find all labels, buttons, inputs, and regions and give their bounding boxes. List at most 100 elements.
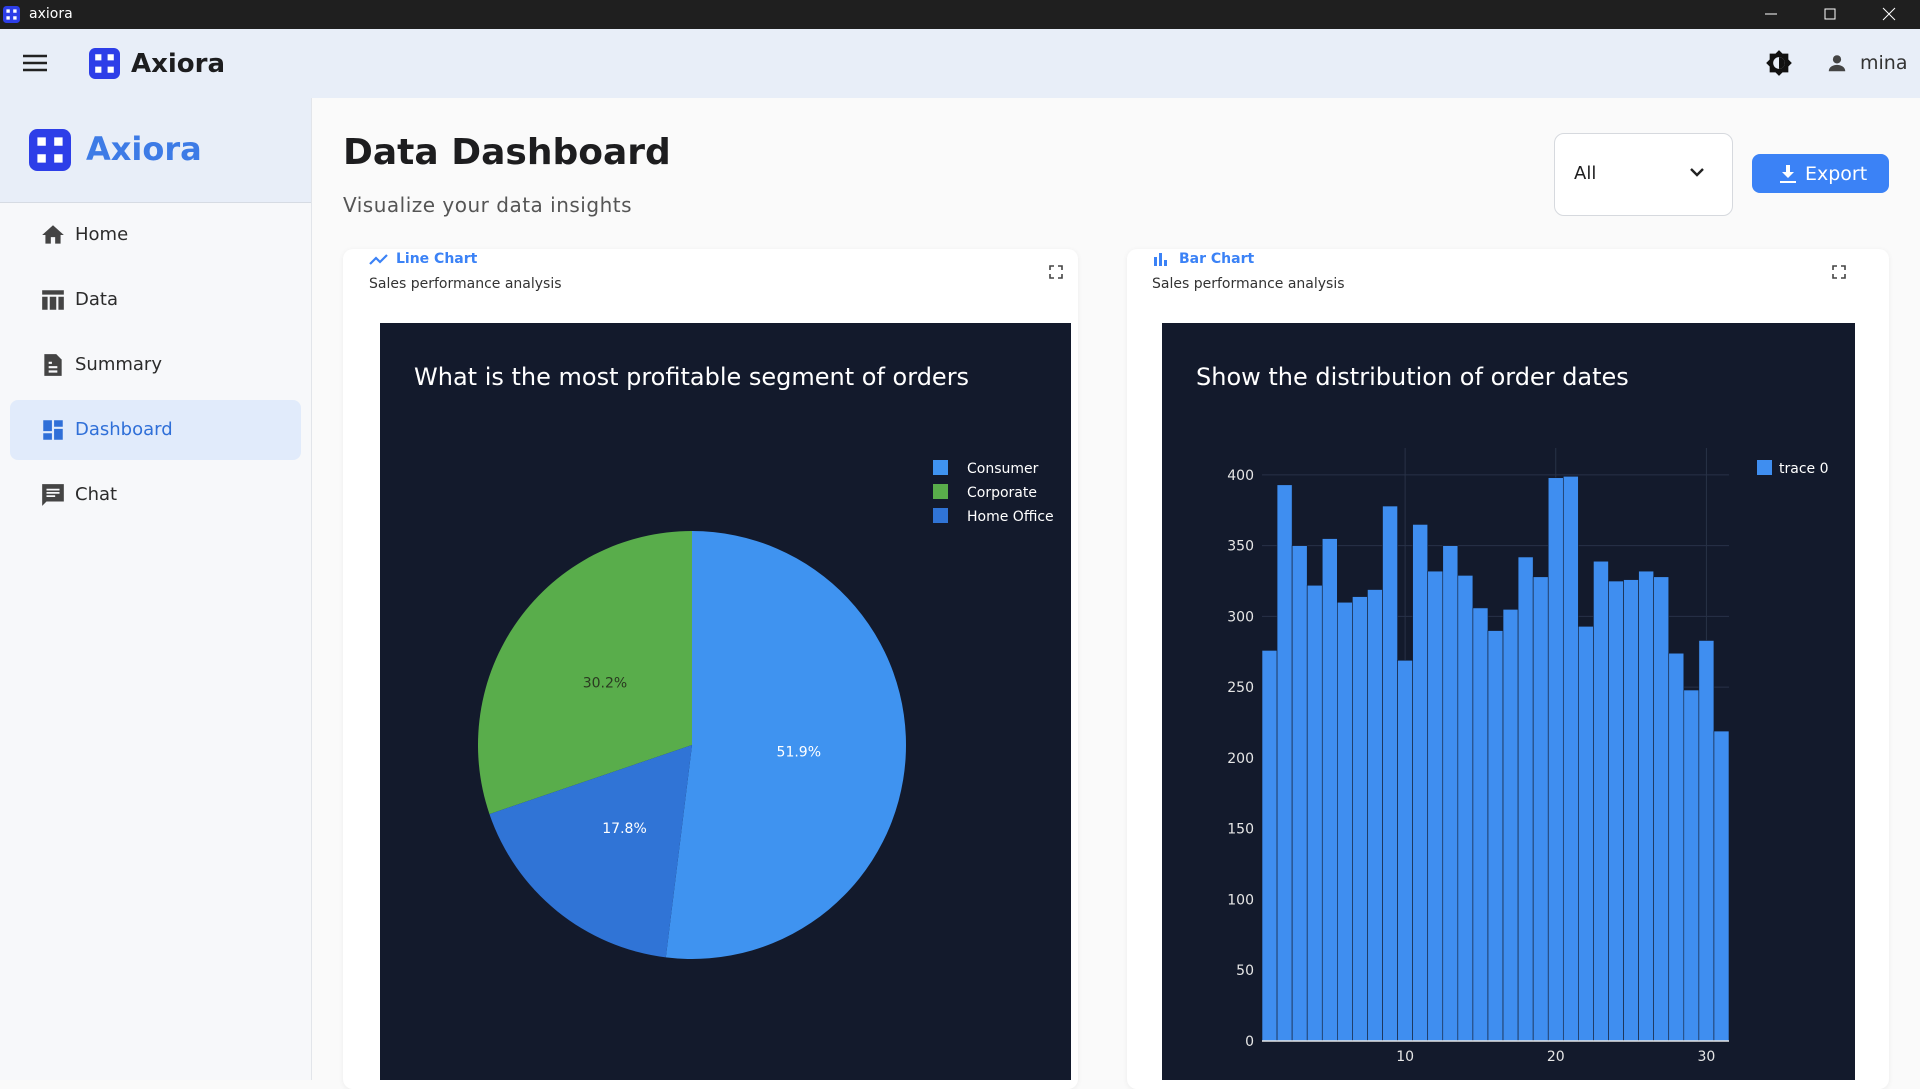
histogram-bar	[1593, 560, 1609, 1042]
histogram-bar	[1547, 477, 1564, 1042]
chart-title: What is the most profitable segment of o…	[414, 363, 969, 391]
window-controls[interactable]	[1755, 6, 1915, 24]
card-kind: Bar Chart	[1179, 251, 1255, 267]
legend-swatch	[933, 460, 948, 475]
card-subtitle: Sales performance analysis	[369, 276, 562, 292]
histogram-bar	[1623, 579, 1639, 1042]
histogram-bar	[1698, 640, 1715, 1042]
legend-label: Home Office	[967, 509, 1054, 525]
slice-label: 17.8%	[602, 821, 646, 837]
histogram-bar	[1337, 601, 1353, 1042]
logo	[29, 129, 71, 171]
histogram-bar	[1367, 589, 1383, 1042]
histogram-bar	[1608, 580, 1624, 1042]
slice-label: 51.9%	[777, 745, 821, 761]
nav-label[interactable]: Home	[75, 224, 129, 245]
title-bar: axiora	[0, 0, 1920, 29]
nav-label[interactable]: Dashboard	[75, 419, 173, 440]
app-header: Axiora mina	[0, 29, 1920, 98]
y-tick-label: 50	[1236, 963, 1254, 979]
sidebar-brand-name: Axiora	[86, 130, 202, 168]
histogram-bar	[1653, 576, 1670, 1042]
user-icon[interactable]	[1826, 52, 1848, 74]
histogram-bar	[1321, 538, 1338, 1042]
histogram-bar	[1382, 505, 1398, 1042]
nav-label[interactable]: Summary	[75, 354, 162, 375]
user-name[interactable]: mina	[1860, 52, 1908, 74]
histogram-bar	[1306, 584, 1323, 1042]
expand-button[interactable]	[1832, 265, 1846, 279]
histogram-bar	[1442, 545, 1459, 1042]
y-tick-label: 350	[1227, 539, 1254, 555]
y-tick-label: 200	[1227, 751, 1254, 767]
histogram-bar	[1427, 570, 1444, 1042]
page-title: Data Dashboard	[343, 132, 671, 173]
histogram-bar	[1713, 730, 1730, 1042]
chart-card: Bar Chart Sales performance analysis Sho…	[1127, 249, 1889, 1089]
logo	[89, 48, 120, 79]
histogram-bar	[1291, 545, 1308, 1042]
y-tick-label: 0	[1245, 1034, 1254, 1050]
expand-button[interactable]	[1049, 265, 1063, 279]
y-tick-label: 400	[1227, 468, 1254, 484]
app-icon	[3, 6, 20, 23]
filter-select[interactable]: All	[1554, 133, 1733, 216]
menu-button[interactable]	[22, 53, 48, 73]
chart-title: Show the distribution of order dates	[1196, 363, 1629, 391]
export-button[interactable]: Export	[1752, 154, 1889, 193]
legend-label: Consumer	[967, 461, 1039, 477]
histogram-bar	[1261, 650, 1278, 1042]
histogram-bar	[1397, 659, 1413, 1042]
x-tick-label: 20	[1547, 1049, 1565, 1065]
legend-swatch	[933, 508, 948, 523]
histogram-bar	[1457, 575, 1474, 1042]
histogram-bar	[1502, 609, 1519, 1042]
legend-swatch	[933, 484, 948, 499]
pie-slice	[478, 531, 692, 815]
filter-value[interactable]: All	[1574, 163, 1597, 184]
nav-item[interactable]: Summary	[10, 335, 301, 395]
histogram-bar	[1683, 689, 1700, 1042]
nav-item-active[interactable]: Dashboard	[10, 400, 301, 460]
histogram-bar	[1562, 476, 1579, 1042]
chart-card: Line Chart Sales performance analysis Wh…	[343, 249, 1078, 1089]
export-label[interactable]: Export	[1805, 163, 1868, 185]
y-tick-label: 150	[1227, 822, 1254, 838]
histogram-bar	[1352, 596, 1368, 1042]
sidebar: Axiora Home Data Summary Dashboard Chat	[0, 98, 312, 1080]
histogram-bar	[1276, 484, 1293, 1042]
pie-chart: What is the most profitable segment of o…	[380, 323, 1071, 1080]
histogram-bar	[1412, 524, 1429, 1042]
histogram-bar	[1668, 652, 1685, 1042]
nav-label[interactable]: Chat	[75, 484, 118, 505]
pie-slice	[489, 745, 692, 958]
page-subtitle: Visualize your data insights	[343, 193, 632, 217]
slice-label: 30.2%	[583, 676, 627, 692]
histogram-bar	[1517, 556, 1534, 1042]
dropdown-arrow[interactable]	[1689, 167, 1705, 179]
nav-label[interactable]: Data	[75, 289, 118, 310]
card-subtitle: Sales performance analysis	[1152, 276, 1345, 292]
header-brand: Axiora	[131, 49, 226, 79]
nav-item[interactable]: Chat	[10, 465, 301, 525]
sidebar-brand: Axiora	[0, 98, 311, 203]
histogram-bar	[1578, 626, 1594, 1042]
histogram-chart: Show the distribution of order dates 0 50 1…	[1162, 323, 1855, 1080]
y-tick-label: 100	[1227, 892, 1254, 908]
histogram-bar	[1487, 630, 1504, 1042]
nav-item[interactable]: Home	[10, 205, 301, 265]
legend-swatch	[1757, 460, 1772, 475]
legend-label: trace 0	[1779, 461, 1829, 477]
histogram-bar	[1532, 576, 1549, 1042]
theme-toggle[interactable]	[1765, 49, 1793, 77]
nav-item[interactable]: Data	[10, 270, 301, 330]
card-kind: Line Chart	[396, 251, 478, 267]
histogram-bar	[1472, 607, 1489, 1042]
y-tick-label: 300	[1227, 609, 1254, 625]
histogram-bar	[1638, 570, 1654, 1042]
x-tick-label: 30	[1697, 1049, 1715, 1065]
y-tick-label: 250	[1227, 680, 1254, 696]
pie-slice	[665, 531, 906, 959]
legend-label: Corporate	[967, 485, 1037, 501]
